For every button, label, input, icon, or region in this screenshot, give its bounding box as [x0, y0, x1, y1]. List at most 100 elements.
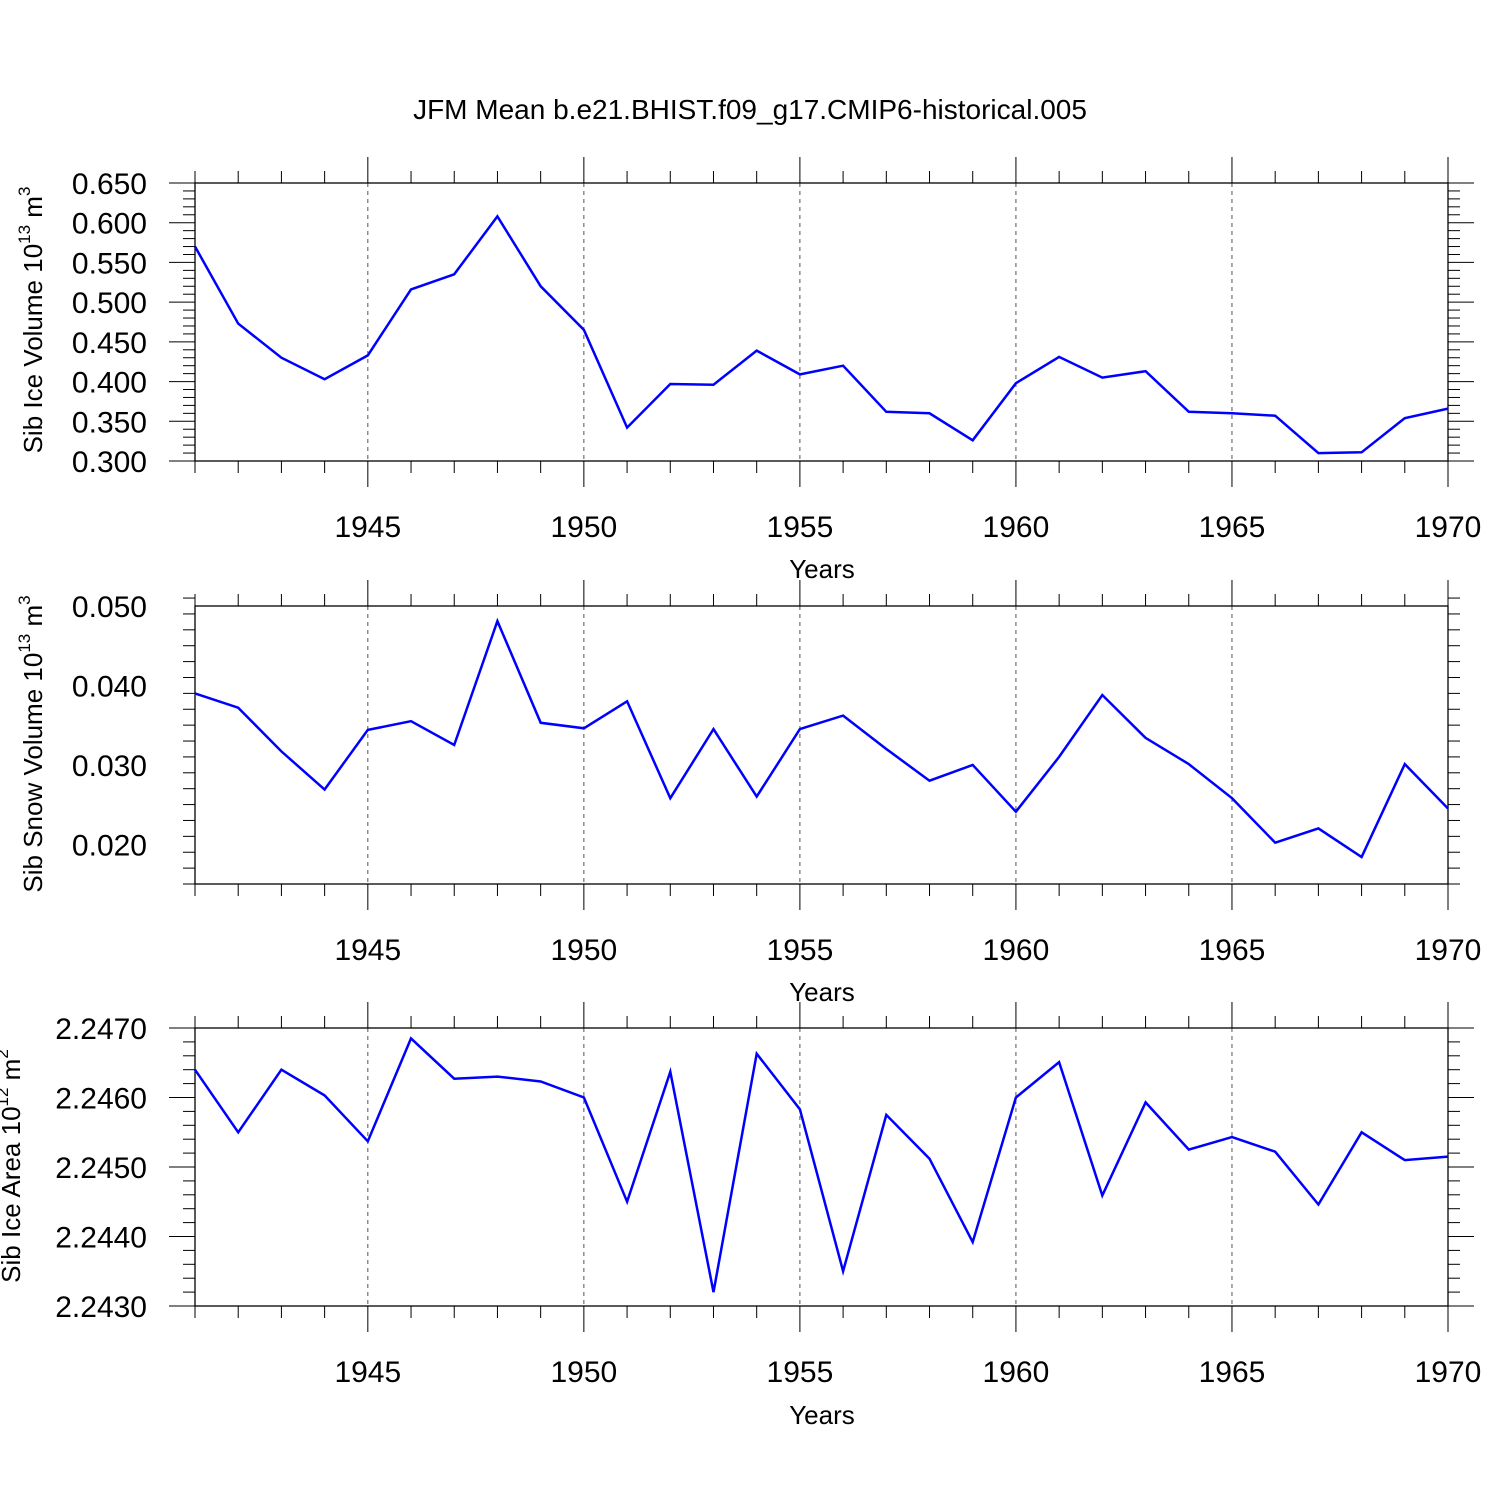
y-axis-label: Sib Ice Area 1012 m2 — [0, 1049, 26, 1283]
series-line — [193, 214, 1449, 455]
data-point — [1230, 411, 1234, 415]
y-tick-label: 0.050 — [72, 591, 147, 624]
data-point — [539, 284, 543, 288]
x-tick-label: 1970 — [1415, 1356, 1482, 1389]
data-point — [279, 1068, 283, 1072]
x-tick-label: 1955 — [767, 511, 834, 544]
data-point — [495, 619, 499, 623]
panel-ice-volume: Sib Ice Volume 1013 m3 Years 0.300 0.350 0… — [15, 157, 1481, 584]
data-point — [884, 747, 888, 751]
data-point — [928, 411, 932, 415]
data-point — [366, 728, 370, 732]
data-point — [928, 1157, 932, 1161]
y-tick-label: 2.2440 — [55, 1222, 147, 1255]
y-tick-label: 0.040 — [72, 670, 147, 703]
data-point — [1446, 407, 1450, 411]
data-point — [1014, 810, 1018, 814]
data-point — [625, 426, 629, 430]
data-point — [1014, 381, 1018, 385]
y-tick-label: 0.450 — [72, 327, 147, 360]
svg-text:Sib Snow Volume 1013 m3: Sib Snow Volume 1013 m3 — [15, 595, 48, 892]
x-tick-label: 1960 — [983, 934, 1050, 967]
data-point — [582, 328, 586, 332]
data-point — [1100, 693, 1104, 697]
panel-ice-area: Sib Ice Area 1012 m2 Years 2.2430 2.2440 2… — [0, 1002, 1481, 1430]
data-point — [1187, 410, 1191, 414]
data-point — [452, 1077, 456, 1081]
data-point — [928, 779, 932, 783]
data-point — [1360, 450, 1364, 454]
chart-title: JFM Mean b.e21.BHIST.f09_g17.CMIP6-histo… — [413, 94, 1087, 125]
plot-frame — [194, 605, 1449, 885]
data-point — [452, 743, 456, 747]
y-tick-label: 0.020 — [72, 829, 147, 862]
x-tick-label: 1950 — [550, 511, 617, 544]
data-point — [1360, 1130, 1364, 1134]
data-point — [755, 795, 759, 799]
data-point — [1144, 369, 1148, 373]
data-point — [1014, 1096, 1018, 1100]
data-point — [193, 245, 197, 249]
data-point — [1316, 1203, 1320, 1207]
data-point — [1057, 355, 1061, 359]
data-point — [841, 714, 845, 718]
data-point — [193, 1068, 197, 1072]
data-point — [711, 727, 715, 731]
x-tick-label: 1970 — [1415, 511, 1482, 544]
x-tick-label: 1960 — [983, 1356, 1050, 1389]
x-tick-label: 1965 — [1199, 1356, 1266, 1389]
series-line — [194, 617, 1449, 859]
y-tick-label: 0.550 — [72, 247, 147, 280]
x-tick-label: 1955 — [767, 934, 834, 967]
data-point — [1273, 841, 1277, 845]
data-point — [798, 727, 802, 731]
data-point — [841, 364, 845, 368]
data-point — [409, 287, 413, 291]
panel-snow-volume: Sib Snow Volume 1013 m3 Years 0.020 0.030… — [15, 580, 1481, 1007]
data-point — [539, 1080, 543, 1084]
data-point — [971, 1240, 975, 1244]
data-point — [711, 383, 715, 387]
data-point — [1446, 1155, 1450, 1159]
data-point — [582, 1096, 586, 1100]
data-point — [193, 691, 197, 695]
data-point — [668, 1070, 672, 1074]
y-tick-label: 0.600 — [72, 208, 147, 241]
x-axis-label: Years — [789, 977, 855, 1007]
data-point — [1273, 414, 1277, 418]
data-point — [625, 699, 629, 703]
x-tick-label: 1970 — [1415, 934, 1482, 967]
x-tick-label: 1950 — [550, 1356, 617, 1389]
data-point — [1403, 416, 1407, 420]
x-tick-label: 1965 — [1199, 934, 1266, 967]
data-point — [1187, 762, 1191, 766]
data-point — [1273, 1150, 1277, 1154]
x-axis-label: Years — [789, 554, 855, 584]
data-point — [1057, 1060, 1061, 1064]
data-point — [798, 372, 802, 376]
x-tick-label: 1955 — [767, 1356, 834, 1389]
y-tick-label: 2.2430 — [55, 1291, 147, 1324]
data-point — [884, 410, 888, 414]
data-point — [1360, 855, 1364, 859]
x-axis-label: Years — [789, 1400, 855, 1430]
y-axis-label: Sib Snow Volume 1013 m3 — [15, 595, 48, 892]
y-tick-label: 2.2470 — [55, 1013, 147, 1046]
data-point — [668, 796, 672, 800]
y-axis-label: Sib Ice Volume 1013 m3 — [15, 187, 48, 454]
x-tick-label: 1960 — [983, 511, 1050, 544]
data-point — [323, 377, 327, 381]
data-point — [366, 353, 370, 357]
data-point — [1316, 451, 1320, 455]
svg-text:Sib Ice Area 1012 m2: Sib Ice Area 1012 m2 — [0, 1049, 26, 1283]
data-point — [279, 749, 283, 753]
y-tick-label: 0.650 — [72, 168, 147, 201]
data-point — [711, 1290, 715, 1294]
data-point — [236, 322, 240, 326]
data-point — [323, 1093, 327, 1097]
x-tick-label: 1965 — [1199, 511, 1266, 544]
x-tick-label: 1945 — [334, 511, 401, 544]
data-point — [323, 787, 327, 791]
data-point — [1230, 1135, 1234, 1139]
